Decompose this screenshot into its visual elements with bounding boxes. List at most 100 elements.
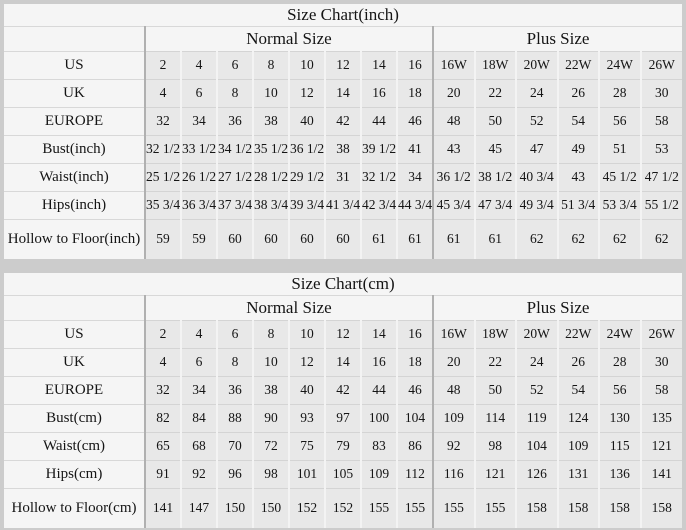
row-label: Hips(cm) (4, 459, 145, 488)
size-value-cell: 45 3/4 (432, 190, 475, 219)
size-value-cell: 61 (396, 218, 433, 259)
size-value-cell: 36 (216, 106, 253, 135)
size-value-cell: 16 (360, 347, 397, 376)
size-value-cell: 155 (473, 487, 516, 528)
size-value-cell: 12 (288, 78, 325, 107)
size-value-cell: 16W (432, 319, 475, 348)
size-value-cell: 43 (556, 162, 599, 191)
size-value-cell: 28 1/2 (252, 162, 289, 191)
size-value-cell: 155 (360, 487, 397, 528)
size-value-cell: 32 (144, 106, 181, 135)
size-value-cell: 54 (556, 375, 599, 404)
size-value-cell: 126 (515, 459, 558, 488)
size-value-cell: 16 (396, 319, 433, 348)
size-value-cell: 22 (473, 78, 516, 107)
size-value-cell: 136 (598, 459, 641, 488)
column-group-header: Normal Size (144, 294, 433, 320)
size-value-cell: 36 1/2 (288, 134, 325, 163)
column-group-header: Plus Size (431, 294, 683, 320)
size-value-cell: 121 (639, 431, 683, 460)
size-value-cell: 22W (556, 319, 599, 348)
size-value-cell: 90 (252, 403, 289, 432)
size-value-cell: 70 (216, 431, 253, 460)
size-value-cell: 40 (288, 106, 325, 135)
row-label: EUROPE (4, 375, 145, 404)
size-value-cell: 6 (216, 50, 253, 79)
size-value-cell: 59 (144, 218, 181, 259)
table-row: Hips(cm) 91 92 96 98 101 105 109 112 116 121 126 131… (4, 459, 683, 488)
size-value-cell: 104 (396, 403, 433, 432)
size-value-cell: 16W (432, 50, 475, 79)
size-value-cell: 49 (556, 134, 599, 163)
size-value-cell: 84 (180, 403, 217, 432)
size-value-cell: 56 (598, 106, 641, 135)
size-value-cell: 26W (639, 319, 683, 348)
size-value-cell: 35 1/2 (252, 134, 289, 163)
size-value-cell: 147 (180, 487, 217, 528)
size-value-cell: 4 (180, 319, 217, 348)
size-value-cell: 38 (324, 134, 361, 163)
size-value-cell: 28 (598, 78, 641, 107)
size-value-cell: 24 (515, 78, 558, 107)
size-value-cell: 18 (396, 78, 433, 107)
size-value-cell: 45 1/2 (598, 162, 641, 191)
size-value-cell: 30 (639, 78, 683, 107)
row-label: UK (4, 347, 145, 376)
size-value-cell: 46 (396, 106, 433, 135)
size-value-cell: 46 (396, 375, 433, 404)
size-value-cell: 150 (252, 487, 289, 528)
size-value-cell: 14 (360, 50, 397, 79)
size-value-cell: 36 1/2 (432, 162, 475, 191)
row-label: Bust(inch) (4, 134, 145, 163)
size-value-cell: 44 (360, 106, 397, 135)
size-value-cell: 109 (360, 459, 397, 488)
table-row: EUROPE 32 34 36 38 40 42 44 46 48 50 52 54 56 58 (4, 106, 683, 135)
column-group-header: Plus Size (431, 25, 683, 51)
row-label: Waist(cm) (4, 431, 145, 460)
size-value-cell: 56 (598, 375, 641, 404)
size-value-cell: 8 (216, 347, 253, 376)
size-value-cell: 141 (144, 487, 181, 528)
size-value-cell: 42 3/4 (360, 190, 397, 219)
size-value-cell: 39 3/4 (288, 190, 325, 219)
size-value-cell: 62 (556, 218, 599, 259)
size-value-cell: 152 (288, 487, 325, 528)
size-value-cell: 150 (216, 487, 253, 528)
size-value-cell: 44 (360, 375, 397, 404)
size-value-cell: 91 (144, 459, 181, 488)
size-value-cell: 98 (252, 459, 289, 488)
size-value-cell: 115 (598, 431, 641, 460)
size-value-cell: 36 3/4 (180, 190, 217, 219)
size-value-cell: 20W (515, 50, 558, 79)
size-value-cell: 24W (598, 50, 641, 79)
size-value-cell: 55 1/2 (639, 190, 683, 219)
size-value-cell: 49 3/4 (515, 190, 558, 219)
size-value-cell: 48 (432, 106, 475, 135)
size-value-cell: 22 (473, 347, 516, 376)
size-value-cell: 60 (288, 218, 325, 259)
size-value-cell: 42 (324, 375, 361, 404)
table-row: Hollow to Floor(inch) 59 59 60 60 60 60 61 61 61 6… (4, 218, 683, 259)
size-value-cell: 26 1/2 (180, 162, 217, 191)
size-value-cell: 155 (396, 487, 433, 528)
size-value-cell: 10 (288, 319, 325, 348)
size-value-cell: 75 (288, 431, 325, 460)
size-value-cell: 60 (216, 218, 253, 259)
size-value-cell: 10 (252, 78, 289, 107)
size-value-cell: 96 (216, 459, 253, 488)
row-label: UK (4, 78, 145, 107)
size-value-cell: 14 (324, 78, 361, 107)
size-value-cell: 12 (324, 319, 361, 348)
size-value-cell: 92 (180, 459, 217, 488)
size-value-cell: 65 (144, 431, 181, 460)
size-value-cell: 8 (252, 319, 289, 348)
size-value-cell: 26W (639, 50, 683, 79)
size-value-cell: 52 (515, 375, 558, 404)
size-value-cell: 16 (360, 78, 397, 107)
size-value-cell: 38 (252, 375, 289, 404)
size-value-cell: 79 (324, 431, 361, 460)
size-value-cell: 52 (515, 106, 558, 135)
size-value-cell: 20 (432, 78, 475, 107)
table-row: Bust(inch) 32 1/2 33 1/2 34 1/2 35 1/2 36 1/2… (4, 134, 683, 163)
